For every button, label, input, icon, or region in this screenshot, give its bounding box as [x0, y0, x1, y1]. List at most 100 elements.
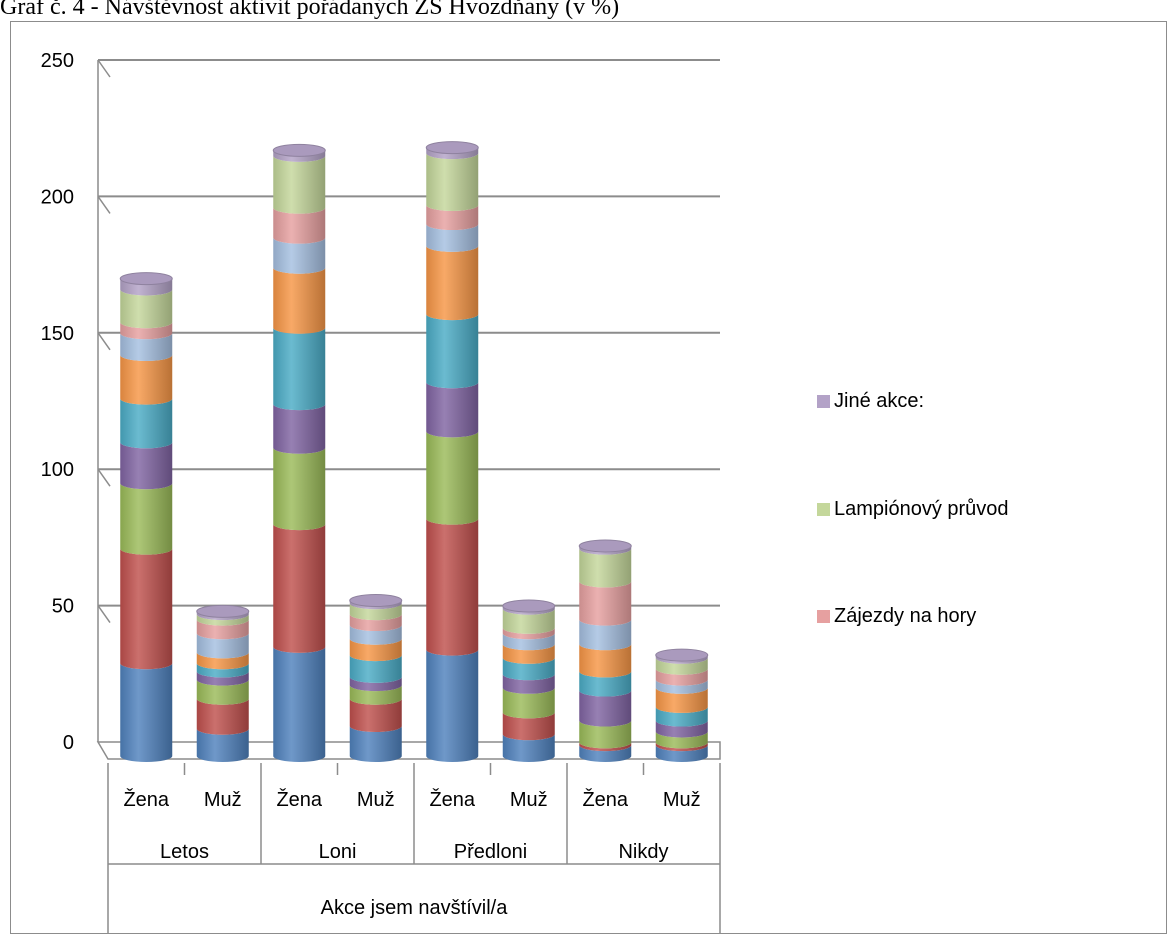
bar-top-cap [655, 648, 709, 662]
bar-segment [196, 671, 249, 686]
bar-stack [349, 594, 403, 762]
bar-stack [196, 604, 250, 762]
bar-segment [655, 657, 708, 675]
bar-segment [502, 608, 555, 634]
bar-segment [655, 668, 708, 686]
bar-segment [655, 745, 708, 762]
group-label: Letos [160, 841, 209, 863]
bar-stack [119, 272, 173, 762]
bar-segment [196, 614, 249, 626]
bar-segment [502, 627, 555, 640]
bar-segment [655, 731, 708, 749]
gridline-depth [97, 59, 111, 78]
x-axis-title: Akce jsem navštívil/a [321, 897, 509, 919]
bar-segment [120, 398, 173, 449]
bar-segment [579, 619, 632, 651]
bar-segment [502, 674, 555, 694]
y-tick-label: 200 [41, 186, 74, 208]
gridline-depth [97, 605, 111, 624]
bar-segment [579, 644, 632, 678]
bar-segment [426, 204, 479, 231]
bar-segment [120, 289, 173, 329]
y-tick-label: 150 [41, 323, 74, 345]
figure-caption: Graf č. 4 - Návštěvnost aktivit pořádaný… [0, 0, 620, 20]
bar-segment [579, 745, 632, 762]
bar-segment [426, 431, 479, 525]
legend-swatch [817, 610, 830, 623]
bar-segment [426, 224, 479, 252]
bar-segment [502, 633, 555, 651]
bars [119, 141, 709, 762]
bar-segment [196, 611, 249, 621]
x-axis: Žena Muž Žena Muž Žena Muž Žena Muž Letos Loni Pře… [107, 763, 721, 934]
bar-segment [655, 720, 708, 738]
bar-segment [273, 155, 326, 214]
bar-top-cap [349, 594, 403, 608]
y-tick-label: 250 [41, 50, 74, 72]
bar-segment [579, 581, 632, 626]
bar-segment [120, 442, 173, 490]
bar-segment [579, 742, 632, 752]
bar-segment [502, 687, 555, 719]
bar-segment [579, 720, 632, 749]
bar-segment [579, 545, 632, 555]
bar-segment [349, 625, 402, 645]
y-tick-label: 0 [63, 732, 74, 754]
bar-segment [349, 655, 402, 683]
bar-segment [196, 652, 249, 670]
gridline-depth [97, 468, 111, 487]
bar-segment [120, 483, 173, 555]
bar-segment [120, 663, 173, 762]
x-tick-label: Muž [204, 789, 242, 811]
bar-segment [502, 712, 555, 741]
bar-segment [349, 685, 402, 705]
bar-segment [655, 706, 708, 727]
legend-swatch [817, 395, 830, 408]
bar-segment [120, 278, 173, 296]
bar-segment [426, 314, 479, 389]
bar-segment [349, 600, 402, 610]
bar-segment [196, 679, 249, 705]
bar-segment [655, 742, 708, 752]
bar-segment [655, 687, 708, 713]
bar-segment [655, 655, 708, 664]
bar-top-cap [578, 539, 632, 553]
x-tick-label: Muž [357, 789, 395, 811]
bar-segment [579, 690, 632, 727]
bar-segment [196, 698, 249, 735]
bar-segment [502, 657, 555, 681]
bar-segment [426, 649, 479, 762]
legend: Jiné akce: Lampiónový průvod Zájezdy na ho… [817, 390, 1009, 627]
group-label: Nikdy [618, 841, 668, 863]
bar-segment [502, 734, 555, 762]
bar-segment [579, 548, 632, 588]
bar-top-cap [196, 604, 250, 618]
bar-stack [272, 143, 326, 762]
chart-area [10, 21, 1167, 934]
bar-segment [196, 663, 249, 678]
bar-segment [120, 548, 173, 670]
x-tick-label: Žena [276, 788, 322, 811]
x-tick-label: Žena [429, 788, 475, 811]
bar-segment [273, 646, 326, 762]
gridline-depth [97, 332, 111, 351]
bar-segment [273, 237, 326, 274]
x-tick-label: Muž [510, 789, 548, 811]
bar-segment [273, 447, 326, 531]
legend-swatch [817, 503, 830, 516]
gridlines [96, 59, 721, 760]
bar-segment [273, 267, 326, 334]
bar-segment [349, 676, 402, 692]
bar-segment [273, 524, 326, 653]
bar-segment [426, 245, 479, 321]
bar-segment [502, 605, 555, 615]
bar-segment [426, 147, 479, 160]
bar-segment [426, 382, 479, 438]
bar-stack [578, 539, 632, 762]
bar-segment [502, 644, 555, 664]
legend-label: Zájezdy na hory [834, 605, 976, 627]
x-tick-label: Žena [123, 788, 169, 811]
bar-segment [120, 333, 173, 361]
group-label: Předloni [454, 841, 527, 863]
